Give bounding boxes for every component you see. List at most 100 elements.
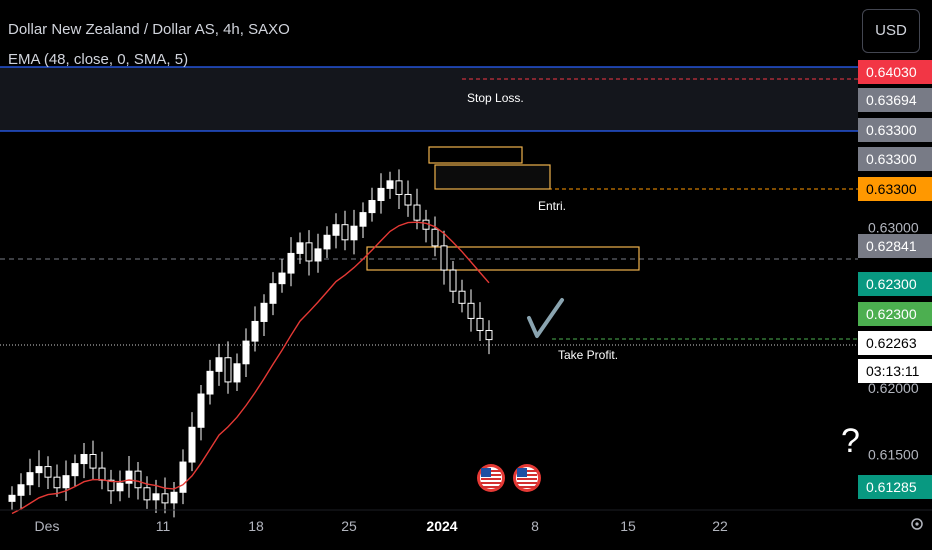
candle-body — [359, 212, 367, 227]
price-scale-label: 0.62263 — [858, 331, 932, 355]
price-scale-label: 0.63300 — [858, 147, 932, 171]
price-scale-label: 0.61285 — [858, 475, 932, 499]
candle-body — [395, 180, 403, 195]
price-scale-label: 0.63694 — [858, 88, 932, 112]
flag-stripe — [481, 486, 501, 488]
candle-body — [224, 357, 232, 383]
gear-ring — [911, 518, 923, 530]
flag-stripe — [517, 482, 537, 484]
candle-body — [116, 482, 124, 492]
candle-body — [17, 484, 25, 496]
flag-stripe — [517, 486, 537, 488]
price-axis-tick: 0.61500 — [868, 446, 919, 462]
zone-box-1 — [428, 146, 523, 164]
candle-body — [296, 242, 304, 254]
candle-body — [62, 475, 70, 489]
candle-body — [440, 245, 448, 271]
candle-body — [377, 187, 385, 202]
candle-body — [251, 320, 259, 342]
candle-body — [143, 487, 151, 501]
candle-body — [188, 426, 196, 463]
price-scale-label: 0.62300 — [858, 302, 932, 326]
candle-body — [8, 494, 16, 502]
candle-body — [71, 463, 79, 477]
candle-body — [179, 461, 187, 493]
candle-body — [152, 493, 160, 501]
zone-box-2 — [434, 164, 551, 190]
price-scale-label: 0.62841 — [858, 234, 932, 258]
candle-body — [53, 476, 61, 489]
time-axis-tick: 15 — [620, 518, 636, 534]
us-flag-event-icon — [513, 464, 541, 492]
candle-body — [368, 200, 376, 214]
candle-body — [26, 472, 34, 486]
candle-body — [125, 470, 133, 484]
price-scale-label: 0.64030 — [858, 60, 932, 84]
candle-body — [404, 193, 412, 206]
gear-hub — [915, 522, 919, 526]
candle-body — [467, 302, 475, 319]
time-axis-tick: 8 — [531, 518, 539, 534]
candle-body — [206, 370, 214, 395]
take-profit-label: Take Profit. — [558, 348, 618, 362]
gear-icon — [911, 518, 923, 530]
time-axis-tick: Des — [35, 518, 60, 534]
candle-body — [350, 225, 358, 241]
candle-body — [260, 302, 268, 322]
candle-body — [89, 453, 97, 469]
candle-body — [341, 224, 349, 241]
currency-button[interactable]: USD — [862, 9, 920, 53]
candle-body — [332, 224, 340, 236]
candle-body — [305, 242, 313, 262]
candle-body — [215, 357, 223, 372]
time-axis-tick: 22 — [712, 518, 728, 534]
candle-body — [242, 340, 250, 365]
candle-body — [449, 269, 457, 292]
time-axis-tick: 2024 — [426, 518, 457, 534]
candle-body — [44, 466, 52, 478]
candle-body — [98, 467, 106, 481]
candle-body — [431, 228, 439, 247]
candle-body — [197, 393, 205, 428]
price-scale-label: 0.63300 — [858, 118, 932, 142]
entry-label: Entri. — [538, 199, 566, 213]
symbol-title: Dollar New Zealand / Dollar AS, 4h, SAXO — [8, 21, 290, 38]
candle-body — [476, 317, 484, 332]
flag-stripe — [481, 478, 501, 480]
candle-body — [413, 204, 421, 221]
candle-body — [161, 493, 169, 504]
flag-stripe — [481, 482, 501, 484]
flag-canton — [517, 468, 527, 477]
us-flag-event-icon — [477, 464, 505, 492]
candle-body — [323, 234, 331, 250]
candle-body — [314, 248, 322, 262]
price-axis-tick: 0.63000 — [868, 220, 919, 236]
candle-body — [80, 453, 88, 465]
candle-body — [485, 330, 493, 341]
candle-body — [233, 363, 241, 383]
indicator-legend: EMA (48, close, 0, SMA, 5) — [8, 51, 189, 68]
candle-body — [269, 283, 277, 304]
stop-loss-label: Stop Loss. — [467, 91, 524, 105]
candle-body — [107, 479, 115, 492]
time-axis-tick: 18 — [248, 518, 264, 534]
candle-body — [287, 252, 295, 274]
stop-loss-zone — [0, 67, 858, 131]
candle-body — [278, 272, 286, 285]
zone-box-3 — [366, 246, 640, 271]
time-axis-tick: 25 — [341, 518, 357, 534]
flag-stripe — [517, 478, 537, 480]
ema-line — [11, 221, 490, 515]
price-scale-label: 0.62300 — [858, 272, 932, 296]
candle-body — [134, 470, 142, 489]
candles — [8, 169, 493, 518]
flag-canton — [481, 468, 491, 477]
time-axis-tick: 11 — [156, 518, 171, 534]
price-axis-tick: 0.62000 — [868, 380, 919, 396]
question-mark: ? — [841, 422, 860, 460]
candle-body — [35, 466, 43, 474]
checkmark-icon — [527, 298, 564, 338]
price-scale-label: 03:13:11 — [858, 359, 932, 383]
price-scale-label: 0.63300 — [858, 177, 932, 201]
